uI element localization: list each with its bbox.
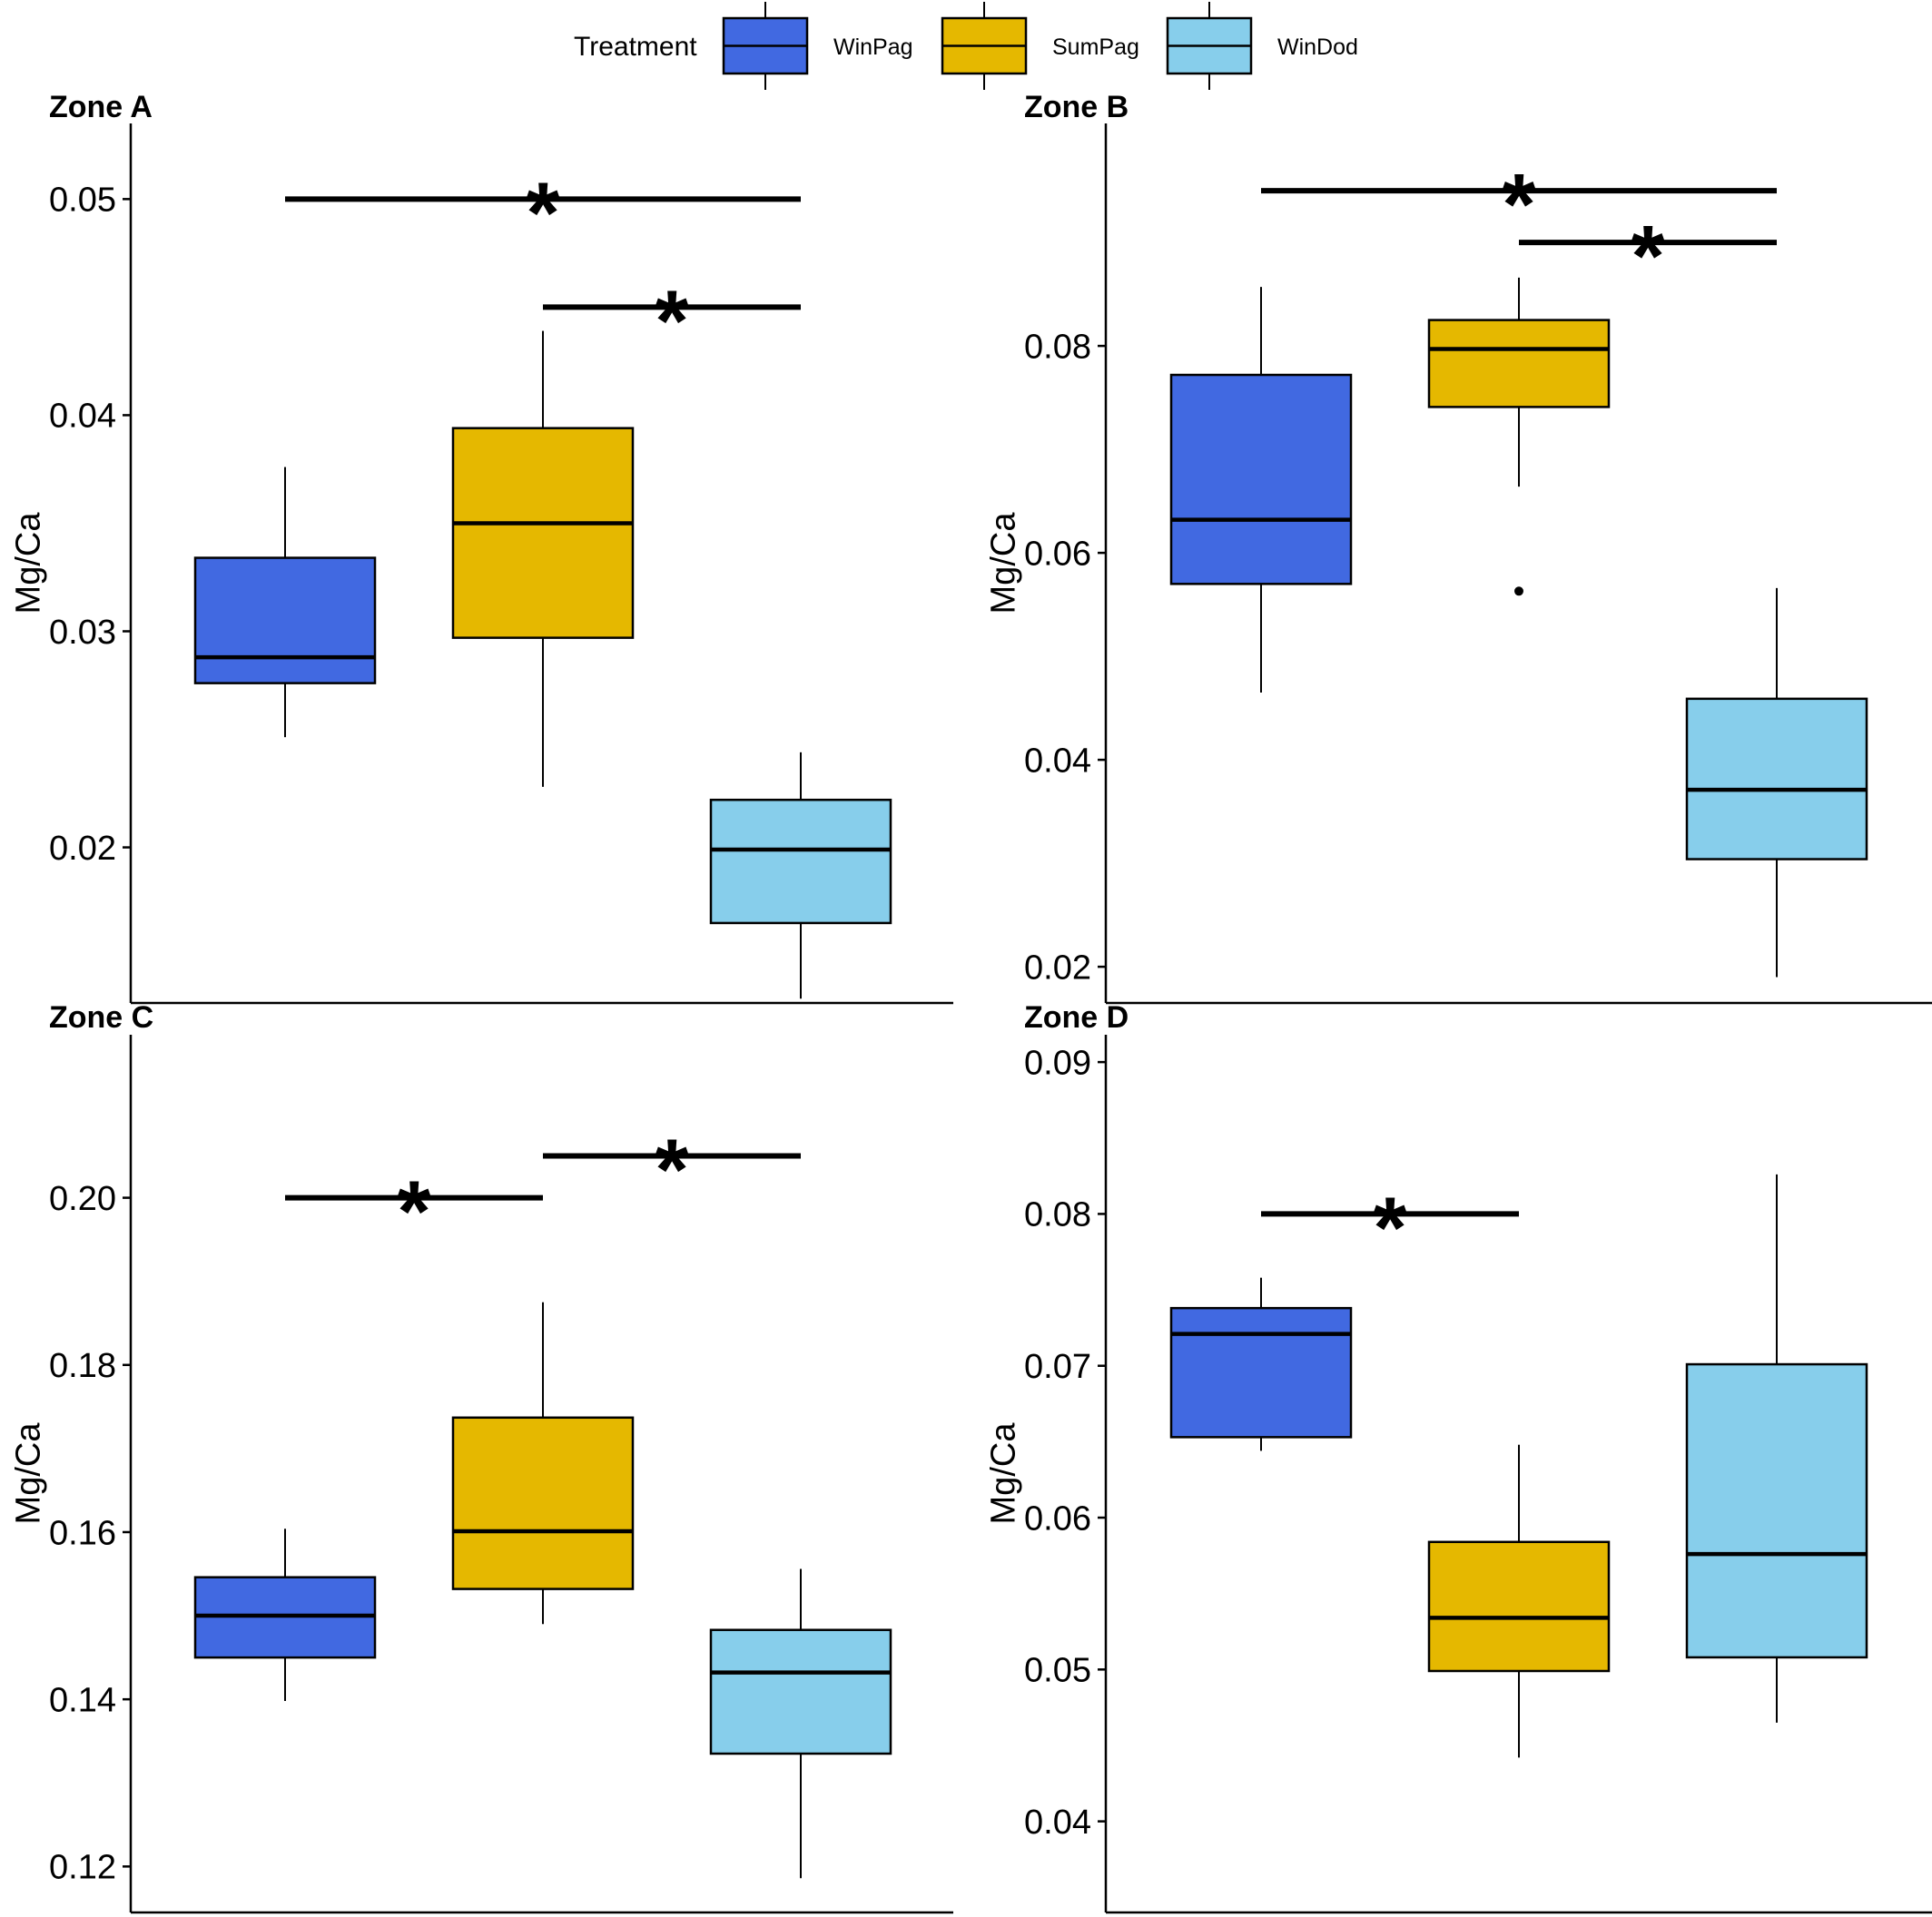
box-body bbox=[1427, 319, 1611, 408]
panel-title: Zone D bbox=[1024, 1000, 1129, 1035]
box-body bbox=[193, 556, 377, 684]
y-tick-label: 0.18 bbox=[49, 1347, 116, 1385]
significance-star: * bbox=[1631, 208, 1665, 305]
box-body bbox=[1685, 1362, 1868, 1659]
legend-title: Treatment bbox=[574, 32, 697, 62]
panel-zone-b: Zone B Mg/Ca 0.02 0.04 0.06 0.08 * * bbox=[984, 90, 1932, 1005]
box-body bbox=[1427, 1540, 1611, 1673]
box-body bbox=[709, 798, 892, 925]
y-tick-label: 0.04 bbox=[1024, 1804, 1091, 1842]
panel-title: Zone A bbox=[49, 90, 153, 124]
y-tick-label: 0.14 bbox=[49, 1681, 116, 1719]
legend-label: WinPag bbox=[833, 34, 913, 60]
y-tick-label: 0.12 bbox=[49, 1849, 116, 1887]
box-sumpag bbox=[451, 1302, 635, 1625]
box-sumpag bbox=[1427, 1444, 1611, 1758]
y-tick-label: 0.02 bbox=[49, 830, 116, 868]
significance-star: * bbox=[397, 1164, 431, 1261]
legend-item-sumpag: SumPag bbox=[941, 2, 1139, 90]
y-tick-label: 0.06 bbox=[1024, 1499, 1091, 1538]
panel-title: Zone C bbox=[49, 1000, 153, 1035]
box-sumpag bbox=[451, 330, 635, 787]
panel-title: Zone B bbox=[1024, 90, 1129, 124]
y-axis-label: Mg/Ca bbox=[9, 512, 47, 614]
box-winpag bbox=[193, 1529, 377, 1701]
box-winpag bbox=[1169, 287, 1353, 693]
y-tick-label: 0.20 bbox=[49, 1180, 116, 1218]
significance-star: * bbox=[1502, 156, 1536, 253]
panels: Zone A Mg/Ca 0.02 0.03 0.04 0.05 * * Zone B Mg/Ca… bbox=[9, 90, 1932, 1914]
y-axis-label: Mg/Ca bbox=[9, 1422, 47, 1525]
box-winpag bbox=[1169, 1277, 1353, 1451]
panel-zone-c: Zone C Mg/Ca 0.12 0.14 0.16 0.18 0.20 * * bbox=[9, 1000, 953, 1914]
box-sumpag bbox=[1427, 277, 1611, 596]
y-tick-label: 0.06 bbox=[1024, 535, 1091, 573]
box-windod bbox=[709, 752, 892, 999]
y-tick-label: 0.03 bbox=[49, 614, 116, 652]
box-body bbox=[709, 1628, 892, 1755]
box-body bbox=[1169, 373, 1353, 585]
legend-label: WinDod bbox=[1277, 34, 1358, 60]
y-axis-label: Mg/Ca bbox=[984, 1422, 1022, 1525]
y-tick-label: 0.08 bbox=[1024, 328, 1091, 366]
box-winpag bbox=[193, 467, 377, 738]
box-windod bbox=[1685, 587, 1868, 978]
box-windod bbox=[1685, 1174, 1868, 1723]
y-tick-label: 0.09 bbox=[1024, 1044, 1091, 1082]
panel-zone-d: Zone D Mg/Ca 0.04 0.05 0.06 0.07 0.08 0.09 * bbox=[984, 1000, 1932, 1914]
significance-star: * bbox=[526, 164, 560, 261]
y-tick-label: 0.04 bbox=[1024, 742, 1091, 780]
significance-star: * bbox=[655, 272, 689, 369]
y-tick-label: 0.16 bbox=[49, 1514, 116, 1552]
outlier-point bbox=[1514, 586, 1523, 596]
legend: Treatment WinPag SumPag WinDod bbox=[574, 2, 1358, 90]
legend-label: SumPag bbox=[1052, 34, 1139, 60]
y-tick-label: 0.07 bbox=[1024, 1348, 1091, 1386]
panel-zone-a: Zone A Mg/Ca 0.02 0.03 0.04 0.05 * * bbox=[9, 90, 953, 1005]
box-body bbox=[451, 1416, 635, 1590]
box-windod bbox=[709, 1568, 892, 1879]
box-body bbox=[451, 427, 635, 639]
significance-star: * bbox=[655, 1122, 689, 1219]
y-tick-label: 0.05 bbox=[49, 182, 116, 220]
box-body bbox=[1685, 697, 1868, 860]
y-tick-label: 0.02 bbox=[1024, 949, 1091, 987]
y-axis-label: Mg/Ca bbox=[984, 512, 1022, 614]
legend-item-windod: WinDod bbox=[1166, 2, 1358, 90]
y-tick-label: 0.08 bbox=[1024, 1196, 1091, 1234]
legend-item-winpag: WinPag bbox=[722, 2, 913, 90]
y-tick-label: 0.05 bbox=[1024, 1652, 1091, 1690]
significance-star: * bbox=[1373, 1179, 1407, 1276]
box-body bbox=[1169, 1306, 1353, 1439]
legend-items: WinPag SumPag WinDod bbox=[722, 2, 1358, 90]
y-tick-label: 0.04 bbox=[49, 398, 116, 436]
